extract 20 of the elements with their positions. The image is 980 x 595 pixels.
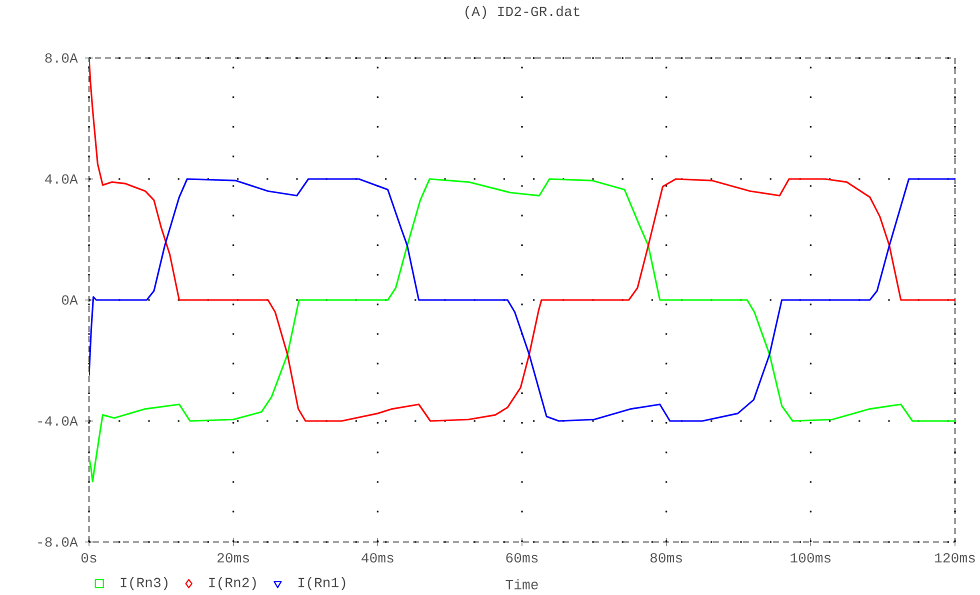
x-tick-label: 40ms (362, 553, 394, 563)
y-tick-label: 0A (62, 295, 78, 305)
x-tick-label: 20ms (218, 553, 249, 563)
legend-label: I(Rn2) (209, 577, 256, 590)
y-tick-label: -8.0A (38, 537, 78, 547)
chart-title: (A) ID2-GR.dat (466, 6, 580, 19)
legend-label: I(Rn1) (298, 577, 346, 590)
x-tick-label: 100ms (790, 553, 831, 563)
y-tick-label: 4.0A (45, 174, 78, 184)
legend-label: I(Rn3) (120, 577, 168, 590)
line-series (89, 178, 955, 482)
y-tick-label: 8.0A (45, 53, 78, 63)
x-tick-label: 80ms (650, 553, 682, 563)
x-tick-label: 120ms (935, 553, 975, 563)
line-series (89, 178, 955, 422)
y-tick-label: -4.0A (38, 416, 78, 426)
line-series (89, 58, 955, 422)
x-axis-title: Time (506, 579, 538, 590)
x-tick-label: 60ms (506, 553, 538, 563)
x-tick-label: 0s (81, 553, 96, 563)
